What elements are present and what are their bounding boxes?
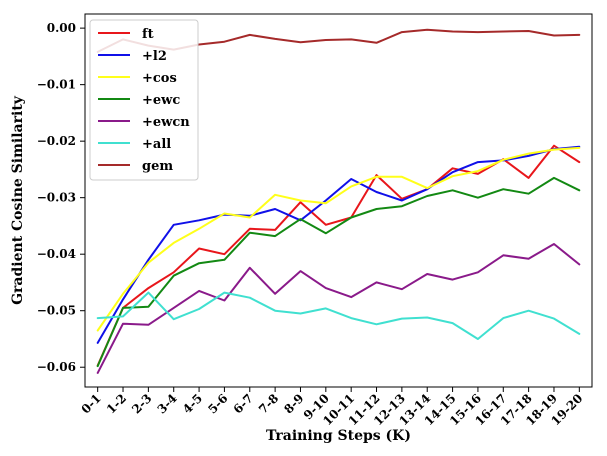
x-tick-label: 5-6 <box>205 391 230 416</box>
legend-label: +ewcn <box>142 115 190 130</box>
legend: ft +l2 +cos +ewc +ewcn +all gem <box>89 19 199 181</box>
legend-label: +cos <box>142 71 177 86</box>
y-axis-title: Gradient Cosine Similarity <box>10 95 26 305</box>
series-line-3 <box>96 176 581 368</box>
x-tick-label: 1-2 <box>104 391 129 416</box>
y-tick-label: 0.00 <box>47 21 76 35</box>
series-line-4 <box>96 243 581 374</box>
x-tick-label: 0-1 <box>79 391 104 416</box>
y-tick-label: −0.02 <box>37 134 76 148</box>
y-tick-label: −0.04 <box>37 247 76 261</box>
x-tick-label: 3-4 <box>155 391 180 416</box>
legend-label: +ewc <box>142 93 180 108</box>
x-tick-label: 4-5 <box>180 391 205 416</box>
legend-label: ft <box>142 27 154 42</box>
y-tick-label: −0.01 <box>37 78 76 92</box>
plot-frame <box>84 13 593 388</box>
x-tick-label: 2-3 <box>129 391 154 416</box>
series-line-2 <box>96 146 581 332</box>
y-tick-label: −0.05 <box>37 304 76 318</box>
legend-box <box>89 19 199 181</box>
x-tick-label: 6-7 <box>231 391 256 416</box>
legend-label: gem <box>142 159 173 174</box>
y-axis-ticks: −0.06 −0.05 −0.04 −0.03 −0.02 −0.01 0.00 <box>37 21 85 374</box>
legend-label: +l2 <box>142 49 167 64</box>
legend-label: +all <box>142 137 171 152</box>
x-axis-ticks: 0-1 1-2 2-3 3-4 4-5 5-6 6-7 7-8 8-99-1010-1111-1… <box>79 387 585 428</box>
y-tick-label: −0.06 <box>37 360 76 374</box>
y-tick-label: −0.03 <box>37 191 76 205</box>
x-axis-title: Training Steps (K) <box>266 428 411 444</box>
series-line-5 <box>96 291 581 340</box>
x-tick-label: 7-8 <box>256 391 281 416</box>
